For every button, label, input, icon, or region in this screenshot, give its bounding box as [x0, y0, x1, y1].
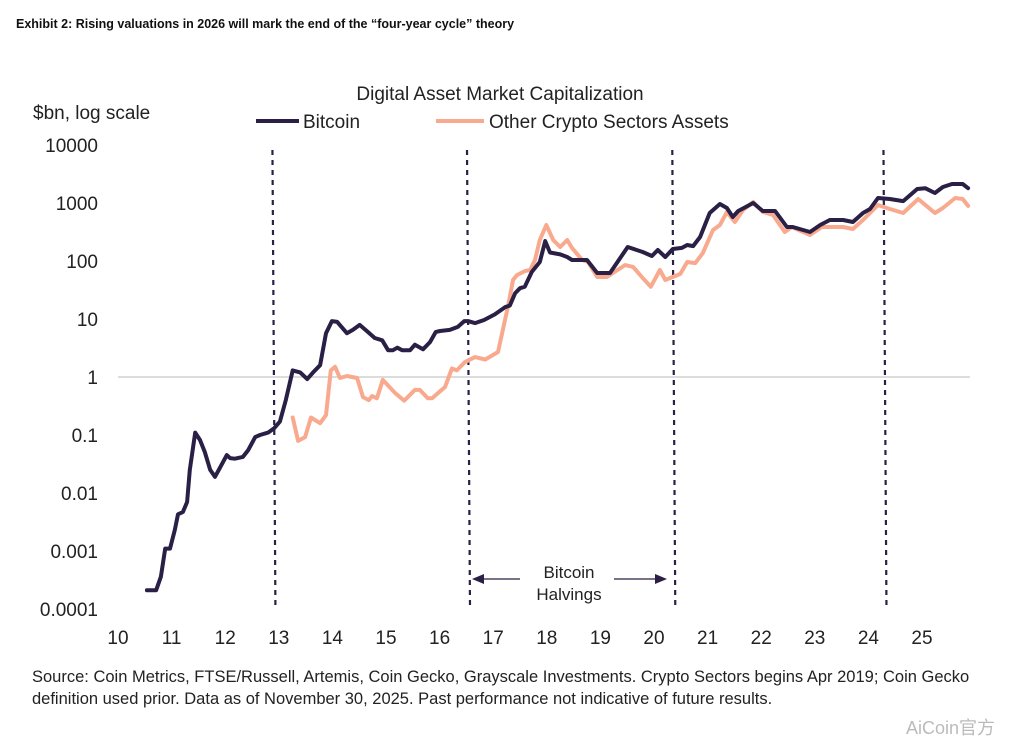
halving-line [882, 149, 888, 611]
x-tick-label: 21 [697, 628, 718, 649]
x-tick-label: 22 [751, 628, 772, 649]
y-tick-label: 10000 [45, 136, 98, 157]
x-tick-label: 10 [107, 628, 128, 649]
x-tick-label: 11 [162, 628, 182, 649]
annotation-line2: Halvings [536, 585, 601, 604]
x-tick-label: 13 [268, 628, 289, 649]
halving-line [465, 149, 472, 611]
x-axis-ticks: 10 11 12 13 14 15 16 17 18 19 20 21 22 23 24 25 [107, 628, 932, 649]
x-tick-label: 14 [322, 628, 344, 649]
x-tick-label: 18 [536, 628, 557, 649]
y-tick-label: 0.01 [61, 484, 98, 505]
arrow-left-icon [472, 574, 484, 584]
chart-title: Digital Asset Market Capitalization [356, 84, 643, 105]
y-tick-label: 1000 [56, 194, 98, 215]
x-tick-label: 12 [215, 628, 236, 649]
x-tick-label: 25 [911, 628, 932, 649]
exhibit-title: Exhibit 2: Rising valuations in 2026 wil… [16, 17, 515, 31]
y-axis-ticks: 10000 1000 100 10 1 0.1 0.01 0.001 0.0001 [40, 136, 98, 621]
x-tick-label: 23 [804, 628, 825, 649]
legend: Bitcoin Other Crypto Sectors Assets [256, 112, 729, 133]
annotation-line1: Bitcoin [543, 563, 594, 582]
series-lines [144, 182, 971, 593]
y-tick-label: 1 [87, 368, 98, 389]
x-tick-label: 16 [429, 628, 450, 649]
y-axis-label: $bn, log scale [33, 103, 150, 124]
arrow-right-icon [655, 574, 667, 584]
x-tick-label: 17 [483, 628, 504, 649]
y-tick-label: 0.001 [50, 542, 98, 563]
y-tick-label: 10 [77, 310, 98, 331]
y-tick-label: 0.1 [72, 426, 98, 447]
y-tick-label: 100 [66, 252, 98, 273]
x-tick-label: 15 [375, 628, 396, 649]
legend-label-other: Other Crypto Sectors Assets [489, 112, 729, 133]
halvings-annotation: Bitcoin Halvings [472, 563, 667, 604]
series-line-other-crypto [290, 196, 971, 443]
source-note: Source: Coin Metrics, FTSE/Russell, Arte… [32, 668, 970, 708]
x-tick-label: 24 [858, 628, 880, 649]
x-tick-label: 20 [643, 628, 664, 649]
legend-label-bitcoin: Bitcoin [303, 112, 360, 133]
watermark: AiCoin官方 [905, 718, 995, 738]
halving-lines [271, 149, 888, 611]
halving-line [671, 149, 677, 611]
series-line-bitcoin [144, 182, 971, 593]
halving-line [271, 149, 277, 611]
x-tick-label: 19 [590, 628, 611, 649]
y-tick-label: 0.0001 [40, 600, 98, 621]
market-cap-chart: Digital Asset Market Capitalization $bn,… [33, 84, 971, 649]
